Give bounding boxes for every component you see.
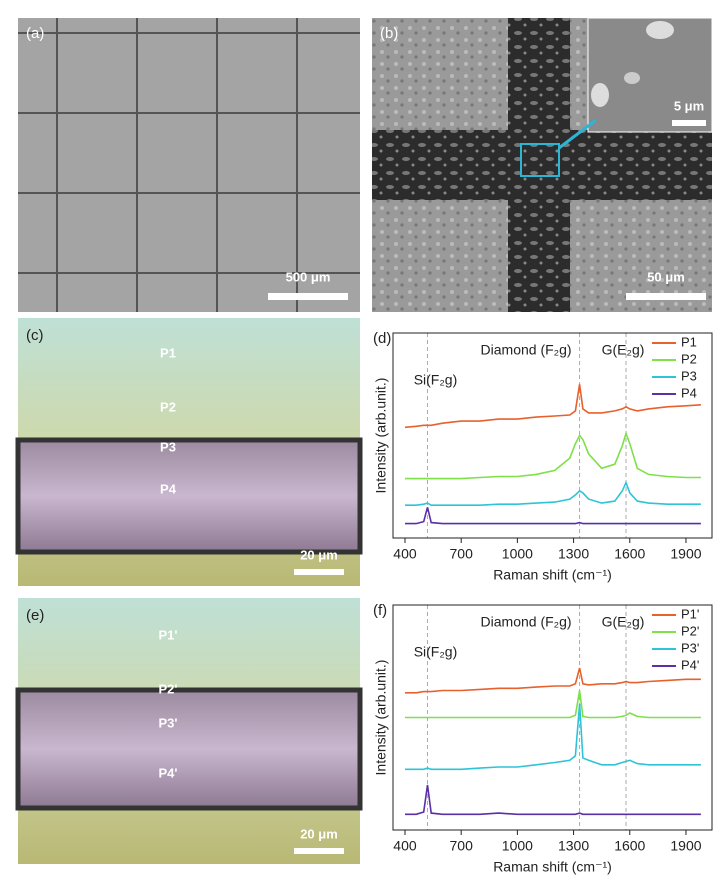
- x-tick-label: 1600: [614, 838, 645, 854]
- legend-label: P4': [681, 657, 699, 672]
- scale-bar: [672, 120, 706, 126]
- point-label: P3: [160, 439, 176, 454]
- x-tick-label: 1300: [558, 838, 589, 854]
- plot-frame: [392, 604, 713, 831]
- panel-b: (b) 5 μm 50 μm: [372, 17, 713, 312]
- sem-image: [18, 18, 360, 312]
- scale-bar: [294, 848, 344, 854]
- plot-frame: [392, 332, 713, 539]
- scale-text: 20 μm: [300, 547, 338, 562]
- panel-label: (a): [26, 25, 44, 42]
- point-label: P2': [159, 681, 178, 696]
- x-tick-label: 1900: [670, 838, 701, 854]
- x-tick-label: 400: [393, 546, 417, 562]
- legend-label: P1: [681, 334, 697, 349]
- panel-label: (b): [380, 25, 398, 42]
- annotation: Diamond (F₂g): [481, 342, 572, 358]
- x-tick-label: 400: [393, 838, 417, 854]
- y-axis-label: Intensity (arb.unit.): [373, 378, 389, 494]
- spectrum: [405, 703, 701, 771]
- x-tick-label: 700: [450, 838, 474, 854]
- x-tick-label: 1600: [614, 546, 645, 562]
- scale-text: 500 μm: [286, 269, 331, 284]
- panel-label: (e): [26, 607, 44, 624]
- x-axis-label: Raman shift (cm⁻¹): [493, 859, 612, 875]
- scale-text: 5 μm: [674, 98, 704, 113]
- spectrum: [404, 384, 701, 429]
- dark-band: [508, 18, 570, 312]
- grain: [646, 21, 674, 39]
- legend-label: P2': [681, 623, 699, 638]
- point-label: P4: [160, 481, 177, 496]
- x-tick-label: 1300: [558, 546, 589, 562]
- film-band: [15, 687, 363, 811]
- grain: [624, 72, 640, 84]
- x-tick-label: 1000: [502, 546, 533, 562]
- scale-text: 20 μm: [300, 826, 338, 841]
- panel-a: (a) 500 μm: [18, 18, 360, 312]
- film-band: [15, 437, 363, 555]
- grain: [591, 83, 609, 107]
- point-label: P2: [160, 399, 176, 414]
- spectrum: [405, 690, 701, 719]
- annotation: Si(F₂g): [414, 372, 458, 388]
- spectrum: [405, 784, 701, 816]
- panel-c: (c) P1 P2 P3 P4 20 μm: [15, 318, 363, 586]
- spectrum: [405, 667, 701, 694]
- inset: [587, 17, 713, 133]
- annotation: Diamond (F₂g): [481, 614, 572, 630]
- panel-label: (c): [26, 327, 44, 344]
- panel-label: (f): [373, 602, 387, 619]
- annotation: G(E₂g): [602, 342, 645, 358]
- annotation: Si(F₂g): [414, 644, 458, 660]
- scale-bar: [626, 293, 706, 300]
- point-label: P4': [159, 765, 178, 780]
- y-axis-label: Intensity (arb.unit.): [373, 660, 389, 776]
- spectrum: [405, 480, 701, 506]
- panel-e: (e) P1' P2' P3' P4' 20 μm: [15, 598, 363, 864]
- point-label: P1': [159, 627, 178, 642]
- legend-label: P3: [681, 368, 697, 383]
- panel-label: (d): [373, 330, 391, 347]
- legend-label: P1': [681, 606, 699, 621]
- scale-bar: [268, 293, 348, 300]
- x-tick-label: 1900: [670, 546, 701, 562]
- x-tick-label: 1000: [502, 838, 533, 854]
- zoom-box: [520, 143, 560, 177]
- scale-text: 50 μm: [647, 269, 685, 284]
- annotation: G(E₂g): [602, 614, 645, 630]
- x-axis-label: Raman shift (cm⁻¹): [493, 567, 612, 583]
- zoom-arrow: [558, 118, 597, 150]
- x-tick-label: 700: [450, 546, 474, 562]
- point-label: P3': [159, 715, 178, 730]
- spectrum: [405, 507, 701, 525]
- spectrum: [405, 430, 701, 480]
- legend-label: P3': [681, 640, 699, 655]
- legend-label: P4: [681, 385, 697, 400]
- legend-label: P2: [681, 351, 697, 366]
- scale-bar: [294, 569, 344, 575]
- point-label: P1: [160, 345, 176, 360]
